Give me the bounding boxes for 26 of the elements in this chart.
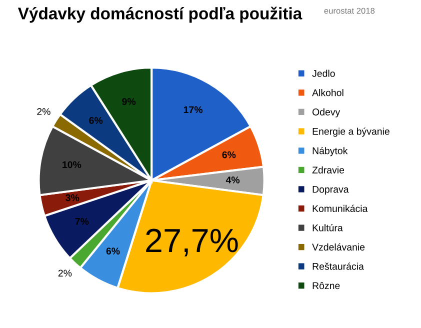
legend-label: Jedlo bbox=[312, 70, 335, 77]
data-label: 6% bbox=[222, 151, 236, 158]
legend-label: Zdravie bbox=[312, 166, 344, 174]
legend-label: Vzdelávanie bbox=[312, 243, 365, 251]
legend-label: Nábytok bbox=[312, 146, 348, 156]
data-label: 17% bbox=[184, 106, 202, 114]
data-label: 4% bbox=[226, 176, 240, 184]
data-label: 10% bbox=[62, 161, 82, 168]
legend-label: Alkohol bbox=[312, 89, 344, 96]
legend-label: Kultúra bbox=[312, 224, 343, 232]
chart-title: Výdavky domácností podľa použitia bbox=[18, 6, 302, 23]
data-label: 2% bbox=[37, 108, 50, 115]
data-label: 6% bbox=[89, 117, 103, 124]
text: eurostat 2018 bbox=[324, 8, 375, 14]
legend-label: Doprava bbox=[312, 186, 349, 195]
data-label: 7% bbox=[75, 218, 89, 225]
data-label: 2% bbox=[58, 270, 72, 277]
legend-label: Odevy bbox=[312, 108, 340, 118]
legend-label: Rôzne bbox=[312, 282, 340, 290]
legend-label: Reštaurácia bbox=[312, 262, 364, 270]
data-label: 9% bbox=[122, 98, 136, 106]
legend-label: Komunikácia bbox=[312, 204, 368, 212]
legend-label: Energie a bývanie bbox=[312, 128, 390, 137]
data-label: 3% bbox=[66, 194, 80, 202]
data-label: 6% bbox=[106, 248, 120, 255]
data-label: 27,7% bbox=[146, 228, 238, 256]
